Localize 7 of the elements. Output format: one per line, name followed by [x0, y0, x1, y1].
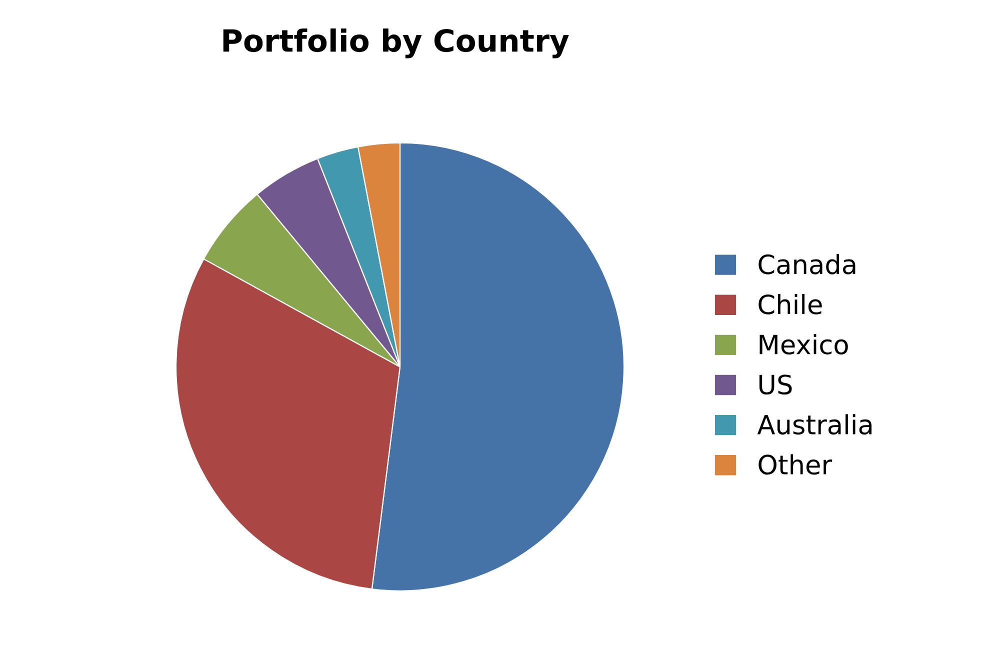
legend-label: Canada	[758, 254, 856, 274]
legend-label: US	[759, 374, 792, 395]
legend-label: Other	[758, 454, 832, 475]
legend-label: Chile	[758, 294, 822, 314]
legend-label: Australia	[757, 414, 872, 435]
legend-label: Mexico	[760, 334, 848, 354]
chart-title: Portfolio by Country	[223, 28, 569, 58]
